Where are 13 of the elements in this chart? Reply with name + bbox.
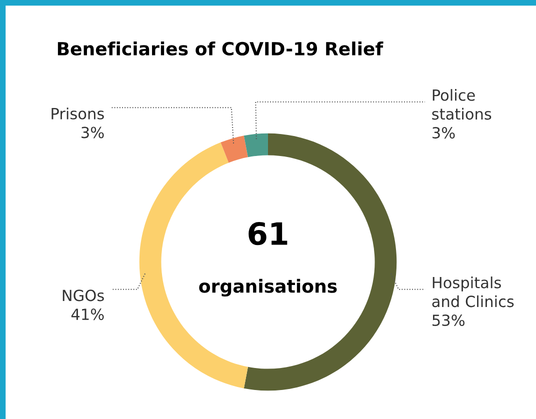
data-label: 41%: [71, 308, 104, 320]
text: organisations: [199, 278, 337, 297]
slice-label: Police stations: [432, 89, 492, 120]
data-label: 3%: [82, 126, 104, 138]
text: 61: [248, 222, 288, 246]
slice-label: Prisons: [52, 108, 104, 120]
chart-title: Beneficiaries of COVID-19 Relief: [58, 42, 384, 56]
data-label: 3%: [432, 127, 455, 139]
slice-label: NGOs: [62, 290, 104, 302]
slice-label: Hospitals and Clinics: [432, 276, 514, 308]
donut-slice: [244, 133, 268, 158]
data-label: 53%: [432, 314, 464, 326]
donut-slice: [220, 136, 248, 163]
